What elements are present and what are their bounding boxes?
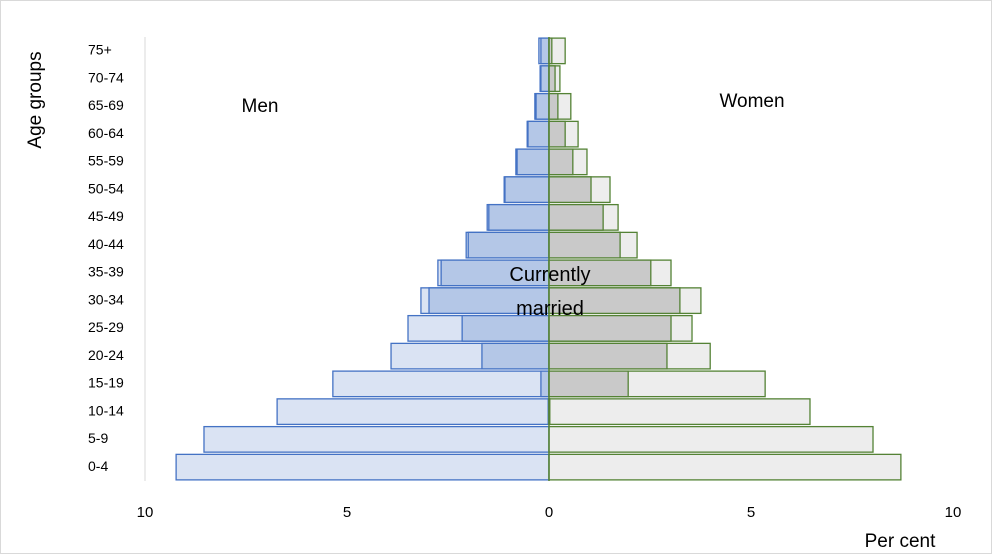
bar xyxy=(504,176,550,204)
bar xyxy=(540,37,550,65)
bar xyxy=(548,148,574,176)
y-axis-label: Age groups xyxy=(25,51,46,148)
x-tick-label: 5 xyxy=(747,504,755,521)
bar xyxy=(548,65,556,93)
bar xyxy=(548,342,668,370)
bar xyxy=(548,287,681,315)
x-axis-label: Per cent xyxy=(865,531,936,552)
bar xyxy=(548,176,592,204)
bar xyxy=(527,120,550,148)
bar xyxy=(540,370,550,398)
bar xyxy=(548,203,604,231)
x-tick-label: 5 xyxy=(343,504,351,521)
y-tick-label: 65-69 xyxy=(88,97,124,113)
y-tick-label: 0-4 xyxy=(88,458,108,474)
bar xyxy=(203,425,550,453)
bar xyxy=(535,92,550,120)
bar xyxy=(428,287,550,315)
bar xyxy=(175,453,550,481)
y-tick-label: 45-49 xyxy=(88,208,124,224)
bar xyxy=(548,453,902,481)
y-tick-label: 75+ xyxy=(88,42,112,58)
y-tick-label: 35-39 xyxy=(88,264,124,280)
y-tick-label: 70-74 xyxy=(88,69,124,85)
y-tick-label: 60-64 xyxy=(88,125,124,141)
bar xyxy=(548,370,629,398)
bar xyxy=(516,148,550,176)
annotation: Men xyxy=(242,96,279,117)
y-tick-label: 20-24 xyxy=(88,347,124,363)
bar xyxy=(548,398,811,426)
bar xyxy=(548,231,621,259)
x-tick-label: 10 xyxy=(945,504,962,521)
annotation: Currently married xyxy=(509,264,591,320)
y-tick-label: 10-14 xyxy=(88,402,124,418)
bar xyxy=(332,370,550,398)
bar xyxy=(548,120,566,148)
bar xyxy=(548,314,672,342)
y-tick-label: 55-59 xyxy=(88,153,124,169)
annotation: Women xyxy=(719,91,784,112)
bar xyxy=(488,203,550,231)
y-tick-label: 15-19 xyxy=(88,375,124,391)
bar xyxy=(276,398,550,426)
x-tick-label: 10 xyxy=(137,504,154,521)
y-tick-label: 30-34 xyxy=(88,291,124,307)
bar xyxy=(548,425,874,453)
bar xyxy=(540,65,550,93)
bar xyxy=(548,259,652,287)
x-tick-label: 0 xyxy=(545,504,553,521)
y-tick-label: 5-9 xyxy=(88,430,108,446)
y-tick-label: 25-29 xyxy=(88,319,124,335)
y-tick-label: 50-54 xyxy=(88,180,124,196)
bar xyxy=(548,92,559,120)
bar xyxy=(461,314,550,342)
bar xyxy=(467,231,550,259)
y-tick-label: 40-44 xyxy=(88,236,124,252)
bar xyxy=(481,342,550,370)
